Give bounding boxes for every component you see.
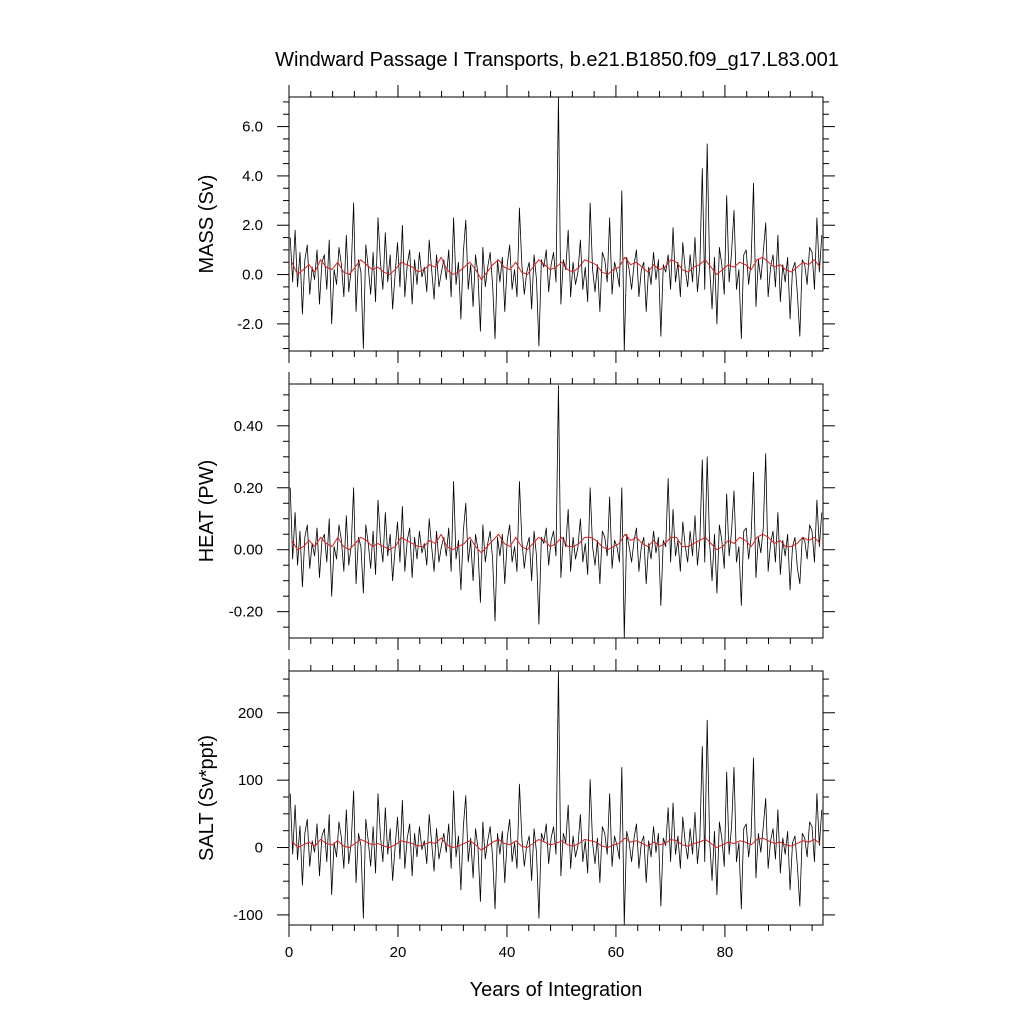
mass-y-tick-label: -2.0 (237, 316, 263, 333)
salt-monthly-series-line (289, 670, 823, 926)
mass-smoothed-series-line (291, 256, 821, 280)
mass-y-tick-label: 6.0 (242, 119, 263, 136)
heat-plot-frame (288, 383, 824, 639)
salt-panel: 0 20 40 60 80 -100 0 100 200 SALT (Sv*ppt) (196, 659, 835, 961)
mass-y-tick-label: 0.0 (242, 267, 263, 284)
heat-y-tick-label: 0.20 (234, 480, 263, 497)
salt-y-axis-title: SALT (Sv*ppt) (196, 735, 218, 861)
salt-y-tick-label: -100 (233, 907, 263, 924)
mass-y-tick-label: 4.0 (242, 168, 263, 185)
x-tick-label: 40 (499, 944, 516, 961)
x-axis-title: Years of Integration (470, 979, 643, 1001)
heat-panel: -0.20 0.00 0.20 0.40 HEAT (PW) (196, 372, 835, 650)
figure-title: Windward Passage I Transports, b.e21.B18… (275, 49, 839, 71)
salt-y-tick-label: 200 (238, 705, 263, 722)
heat-y-tick-label: -0.20 (229, 604, 263, 621)
heat-y-tick-label: 0.40 (234, 418, 263, 435)
mass-y-tick-label: 2.0 (242, 217, 263, 234)
salt-plot-frame (288, 670, 824, 926)
x-tick-label: 80 (717, 944, 734, 961)
x-tick-label: 0 (285, 944, 293, 961)
salt-y-tick-label: 100 (238, 772, 263, 789)
heat-y-axis-title: HEAT (PW) (196, 460, 218, 563)
mass-y-axis-title: MASS (Sv) (196, 175, 218, 274)
heat-smoothed-series-line (291, 533, 821, 554)
heat-monthly-series-line (289, 385, 823, 639)
salt-smoothed-series-line (291, 837, 821, 851)
heat-y-tick-label: 0.00 (234, 542, 263, 559)
x-tick-label: 20 (390, 944, 407, 961)
x-tick-label: 60 (608, 944, 625, 961)
mass-plot-frame (288, 96, 824, 352)
mass-panel: -2.0 0.0 2.0 4.0 6.0 MASS (Sv) (196, 85, 835, 363)
salt-y-tick-label: 0 (255, 840, 263, 857)
mass-monthly-series-line (289, 96, 823, 352)
